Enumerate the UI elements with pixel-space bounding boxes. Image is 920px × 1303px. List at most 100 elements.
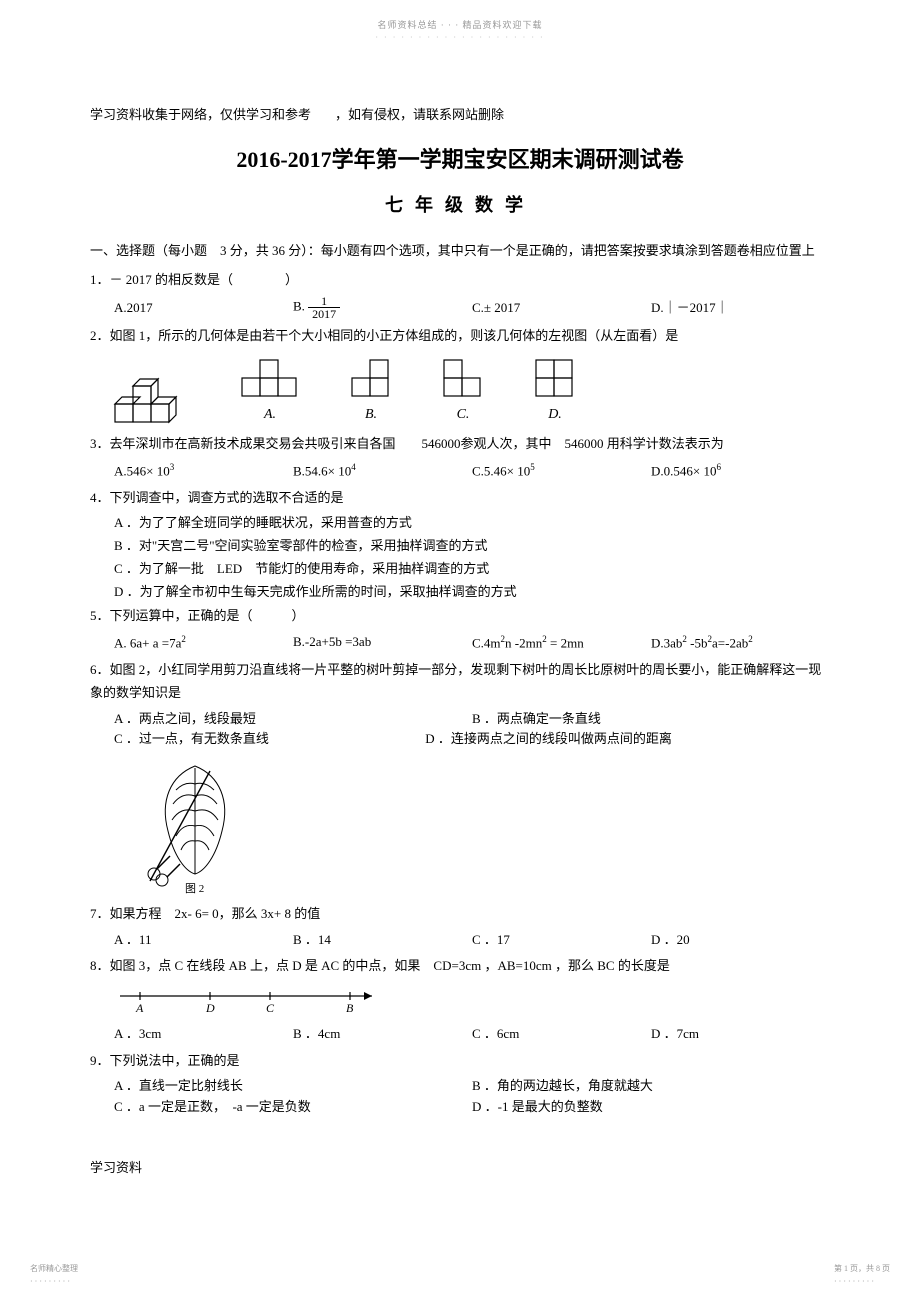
- q2-b: B.: [350, 358, 392, 426]
- q2-a-cap: A.: [240, 404, 300, 426]
- section-1-heading: 一、选择题（每小题 3 分，共 36 分）：每小题有四个选项，其中只有一个是正确…: [90, 240, 830, 262]
- q6: 6．如图 2，小红同学用剪刀沿直线将一片平整的树叶剪掉一部分，发现剩下树叶的周长…: [90, 658, 830, 705]
- q3d-sup: 6: [716, 462, 721, 472]
- svg-text:D: D: [205, 1001, 215, 1015]
- q7: 7．如果方程 2x- 6= 0，那么 3x+ 8 的值: [90, 902, 830, 925]
- q1d: D.｜－2017｜: [651, 298, 830, 319]
- q8c: C ．6cm: [472, 1024, 651, 1045]
- q6-row2: C ．过一点，有无数条直线 D ．连接两点之间的线段叫做两点间的距离: [90, 729, 830, 750]
- q5d-1: D.3ab: [651, 635, 682, 650]
- svg-text:A: A: [135, 1001, 144, 1015]
- q1b-pre: B.: [293, 299, 305, 314]
- page-num-right: 第 1 页，共 8 页 · · · · · · · · ·: [834, 1263, 890, 1289]
- top-note-right: ，如有侵权，请联系网站删除: [335, 107, 504, 122]
- q4c: C ．为了解一批 LED 节能灯的使用寿命，采用抽样调查的方式: [90, 559, 830, 580]
- q3d: D.0.546× 106: [651, 460, 830, 482]
- q7d: D ．20: [651, 930, 830, 951]
- q2-figures: A. B. C.: [90, 358, 830, 426]
- q5a: A. 6a+ a =7a2: [114, 632, 293, 654]
- q9-row1: A ．直线一定比射线长 B ．角的两边越长，角度就越大: [90, 1076, 830, 1097]
- q1b-fraction: 1 2017: [308, 295, 340, 320]
- q5c-3: = 2mn: [547, 635, 584, 650]
- q5a-sup: 2: [181, 634, 186, 644]
- q5-options: A. 6a+ a =7a2 B.-2a+5b =3ab C.4m2n -2mn2…: [90, 632, 830, 654]
- q5a-pre: A. 6a+ a =7a: [114, 635, 181, 650]
- q2: 2．如图 1，所示的几何体是由若干个大小相同的小正方体组成的，则该几何体的左视图…: [90, 324, 830, 347]
- q5c-2: n -2mn: [505, 635, 542, 650]
- leaf-caption-text: 图 2: [185, 882, 204, 895]
- q1b: B. 1 2017: [293, 295, 472, 320]
- pn-left-dash: · · · · · · · · ·: [30, 1276, 78, 1289]
- q3c-sup: 5: [530, 462, 535, 472]
- page-subtitle: 七年级数学: [90, 191, 830, 220]
- page-title: 2016-2017学年第一学期宝安区期末调研测试卷: [90, 142, 830, 177]
- q2-a: A.: [240, 358, 300, 426]
- q5d-s3: 2: [748, 634, 753, 644]
- q3b: B.54.6× 104: [293, 460, 472, 482]
- footer: 学习资料: [0, 1138, 920, 1189]
- q5: 5．下列运算中，正确的是（ ）: [90, 604, 830, 627]
- q3a-sup: 3: [170, 462, 175, 472]
- q1: 1．－ 2017 的相反数是（ ）: [90, 268, 830, 291]
- segment-figure: A D C B: [90, 986, 830, 1016]
- q1-options: A.2017 B. 1 2017 C.± 2017 D.｜－2017｜: [90, 295, 830, 320]
- q7a: A ．11: [114, 930, 293, 951]
- q9b: B ．角的两边越长，角度就越大: [472, 1076, 830, 1097]
- q6a: A ．两点之间，线段最短: [114, 709, 472, 730]
- q4d: D ．为了解全市初中生每天完成作业所需的时间，采取抽样调查的方式: [90, 582, 830, 603]
- q6b: B ．两点确定一条直线: [472, 709, 830, 730]
- q5b: B.-2a+5b =3ab: [293, 632, 472, 654]
- q2-d-cap: D.: [534, 404, 576, 426]
- q2-c: C.: [442, 358, 484, 426]
- q1b-den: 2017: [308, 308, 340, 320]
- header-note: 名师资料总结 · · · 精品资料欢迎下载: [0, 0, 920, 32]
- q3d-txt: D.0.546× 10: [651, 463, 716, 478]
- pn-right-dash: · · · · · · · · ·: [834, 1276, 890, 1289]
- leaf-figure: 图 2: [90, 756, 830, 896]
- q3b-sup: 4: [351, 462, 356, 472]
- q8-options: A ．3cm B ．4cm C ．6cm D ．7cm: [90, 1024, 830, 1045]
- pn-left: 名师精心整理: [30, 1263, 78, 1276]
- pn-right: 第 1 页，共 8 页: [834, 1263, 890, 1276]
- q5c-1: C.4m: [472, 635, 501, 650]
- q5d: D.3ab2 -5b2a=-2ab2: [651, 632, 830, 654]
- q9c: C ．a 一定是正数， -a 一定是负数: [114, 1097, 472, 1118]
- q5d-2: -5b: [687, 635, 708, 650]
- q9: 9．下列说法中，正确的是: [90, 1049, 830, 1072]
- q7-options: A ．11 B ．14 C ．17 D ．20: [90, 930, 830, 951]
- top-note-left: 学习资料收集于网络，仅供学习和参考: [90, 107, 311, 122]
- q7c: C ．17: [472, 930, 651, 951]
- q8: 8．如图 3，点 C 在线段 AB 上，点 D 是 AC 的中点，如果 CD=3…: [90, 954, 830, 977]
- q9-row2: C ．a 一定是正数， -a 一定是负数 D ．-1 是最大的负整数: [90, 1097, 830, 1118]
- q3-options: A.546× 103 B.54.6× 104 C.5.46× 105 D.0.5…: [90, 460, 830, 482]
- page-content: 学习资料收集于网络，仅供学习和参考 ，如有侵权，请联系网站删除 2016-2017…: [0, 45, 920, 1137]
- subtitle-subject: 数学: [475, 195, 535, 215]
- q4: 4．下列调查中，调查方式的选取不合适的是: [90, 486, 830, 509]
- q3b-txt: B.54.6× 10: [293, 463, 351, 478]
- q6c: C ．过一点，有无数条直线: [114, 729, 425, 750]
- q2-solid: [110, 364, 190, 426]
- page-num-left: 名师精心整理 · · · · · · · · ·: [30, 1263, 78, 1289]
- q3a: A.546× 103: [114, 460, 293, 482]
- q4b: B ．对"天宫二号"空间实验室零部件的检查，采用抽样调查的方式: [90, 536, 830, 557]
- q2-d: D.: [534, 358, 576, 426]
- q1c: C.± 2017: [472, 298, 651, 319]
- svg-text:B: B: [346, 1001, 354, 1015]
- top-note: 学习资料收集于网络，仅供学习和参考 ，如有侵权，请联系网站删除: [90, 105, 830, 126]
- q5d-3: a=-2ab: [712, 635, 748, 650]
- q3: 3．去年深圳市在高新技术成果交易会共吸引来自各国 546000参观人次，其中 5…: [90, 432, 830, 455]
- q9d: D ．-1 是最大的负整数: [472, 1097, 830, 1118]
- svg-text:C: C: [266, 1001, 275, 1015]
- q6-row1: A ．两点之间，线段最短 B ．两点确定一条直线: [90, 709, 830, 730]
- subtitle-grade: 七年级: [385, 195, 475, 215]
- q1a: A.2017: [114, 298, 293, 319]
- q3c: C.5.46× 105: [472, 460, 651, 482]
- q8d: D ．7cm: [651, 1024, 830, 1045]
- q3a-txt: A.546× 10: [114, 463, 170, 478]
- q6d: D ．连接两点之间的线段叫做两点间的距离: [425, 729, 830, 750]
- q5c: C.4m2n -2mn2 = 2mn: [472, 632, 651, 654]
- q2-c-cap: C.: [442, 404, 484, 426]
- q9a: A ．直线一定比射线长: [114, 1076, 472, 1097]
- q3c-txt: C.5.46× 10: [472, 463, 530, 478]
- q7b: B ．14: [293, 930, 472, 951]
